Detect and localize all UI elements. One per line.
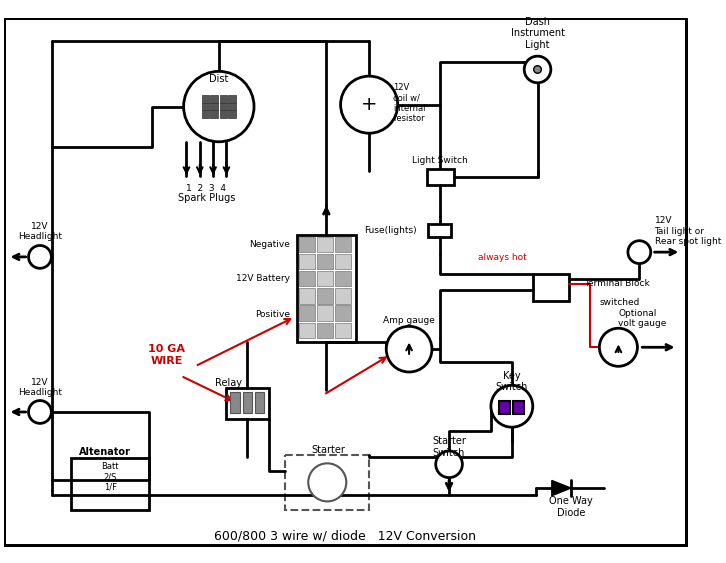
Bar [298,271,315,287]
Bar [255,392,264,413]
Circle shape [436,451,462,477]
Text: 12V
Headlight: 12V Headlight [18,221,62,241]
Bar [211,103,218,110]
Text: Light Switch: Light Switch [412,157,468,166]
Bar [297,235,356,342]
Bar [335,288,351,303]
Bar [335,305,351,321]
Bar [211,95,218,103]
Circle shape [184,72,254,142]
Circle shape [28,400,52,423]
Text: Altenator: Altenator [78,447,131,457]
Bar [317,254,333,269]
Text: Batt
2/S
1/F: Batt 2/S 1/F [102,462,119,491]
Text: 12V
coil w/
internal
resistor: 12V coil w/ internal resistor [393,83,425,123]
Circle shape [386,327,432,372]
Text: One Way
Diode: One Way Diode [549,497,592,518]
Text: Starter
Switch: Starter Switch [432,436,466,458]
Text: +: + [361,95,378,114]
Bar [533,274,569,301]
Circle shape [600,328,637,367]
Bar [317,271,333,287]
Text: Spark Plugs: Spark Plugs [178,193,235,203]
Bar [229,110,236,118]
Text: 12V Battery: 12V Battery [236,274,290,283]
Text: Negative: Negative [249,240,290,249]
Text: Fuse(lights): Fuse(lights) [364,226,417,235]
Bar [317,288,333,303]
Circle shape [28,245,52,269]
Bar [298,305,315,321]
Bar [220,95,227,103]
Text: Dash
Instrument
Light: Dash Instrument Light [510,17,565,50]
Bar [335,254,351,269]
Bar [317,237,333,252]
Bar [71,458,150,510]
Circle shape [491,385,533,427]
Bar [335,237,351,252]
Text: Amp gauge: Amp gauge [383,316,435,325]
Bar [285,455,369,510]
Text: 12V
Tail light or
Rear spot light: 12V Tail light or Rear spot light [655,216,721,246]
Text: 600/800 3 wire w/ diode   12V Conversion: 600/800 3 wire w/ diode 12V Conversion [214,529,476,542]
Text: 12V
Headlight: 12V Headlight [18,378,62,397]
Text: always hot: always hot [478,253,526,262]
Bar [298,323,315,338]
Text: Terminal Block: Terminal Block [584,279,650,288]
Text: Key
Switch: Key Switch [496,370,528,392]
Bar [230,392,240,413]
Circle shape [524,56,551,83]
Circle shape [628,241,650,263]
Text: Positive: Positive [255,310,290,319]
Bar [242,392,252,413]
Text: Relay: Relay [215,378,242,388]
Bar [317,305,333,321]
Polygon shape [552,480,571,495]
Bar [428,224,451,237]
Bar [202,95,209,103]
Bar [220,110,227,118]
Bar [499,400,510,414]
Bar [427,169,454,185]
Bar [220,103,227,110]
Bar [298,254,315,269]
Text: 1  2  3  4: 1 2 3 4 [187,184,227,193]
Bar [229,103,236,110]
Bar [298,288,315,303]
Bar [202,110,209,118]
Text: Dist: Dist [209,74,229,84]
Bar [227,388,269,419]
Bar [335,323,351,338]
Text: Starter: Starter [311,445,345,455]
Text: Optional
volt gauge: Optional volt gauge [619,309,666,328]
Circle shape [309,463,346,502]
Text: switched: switched [600,298,640,307]
Bar [202,103,209,110]
Bar [317,323,333,338]
Bar [513,400,524,414]
Bar [335,271,351,287]
Circle shape [340,76,398,133]
Bar [211,110,218,118]
Text: 10 GA
WIRE: 10 GA WIRE [148,344,185,366]
Circle shape [534,66,542,73]
Bar [298,237,315,252]
Bar [229,95,236,103]
